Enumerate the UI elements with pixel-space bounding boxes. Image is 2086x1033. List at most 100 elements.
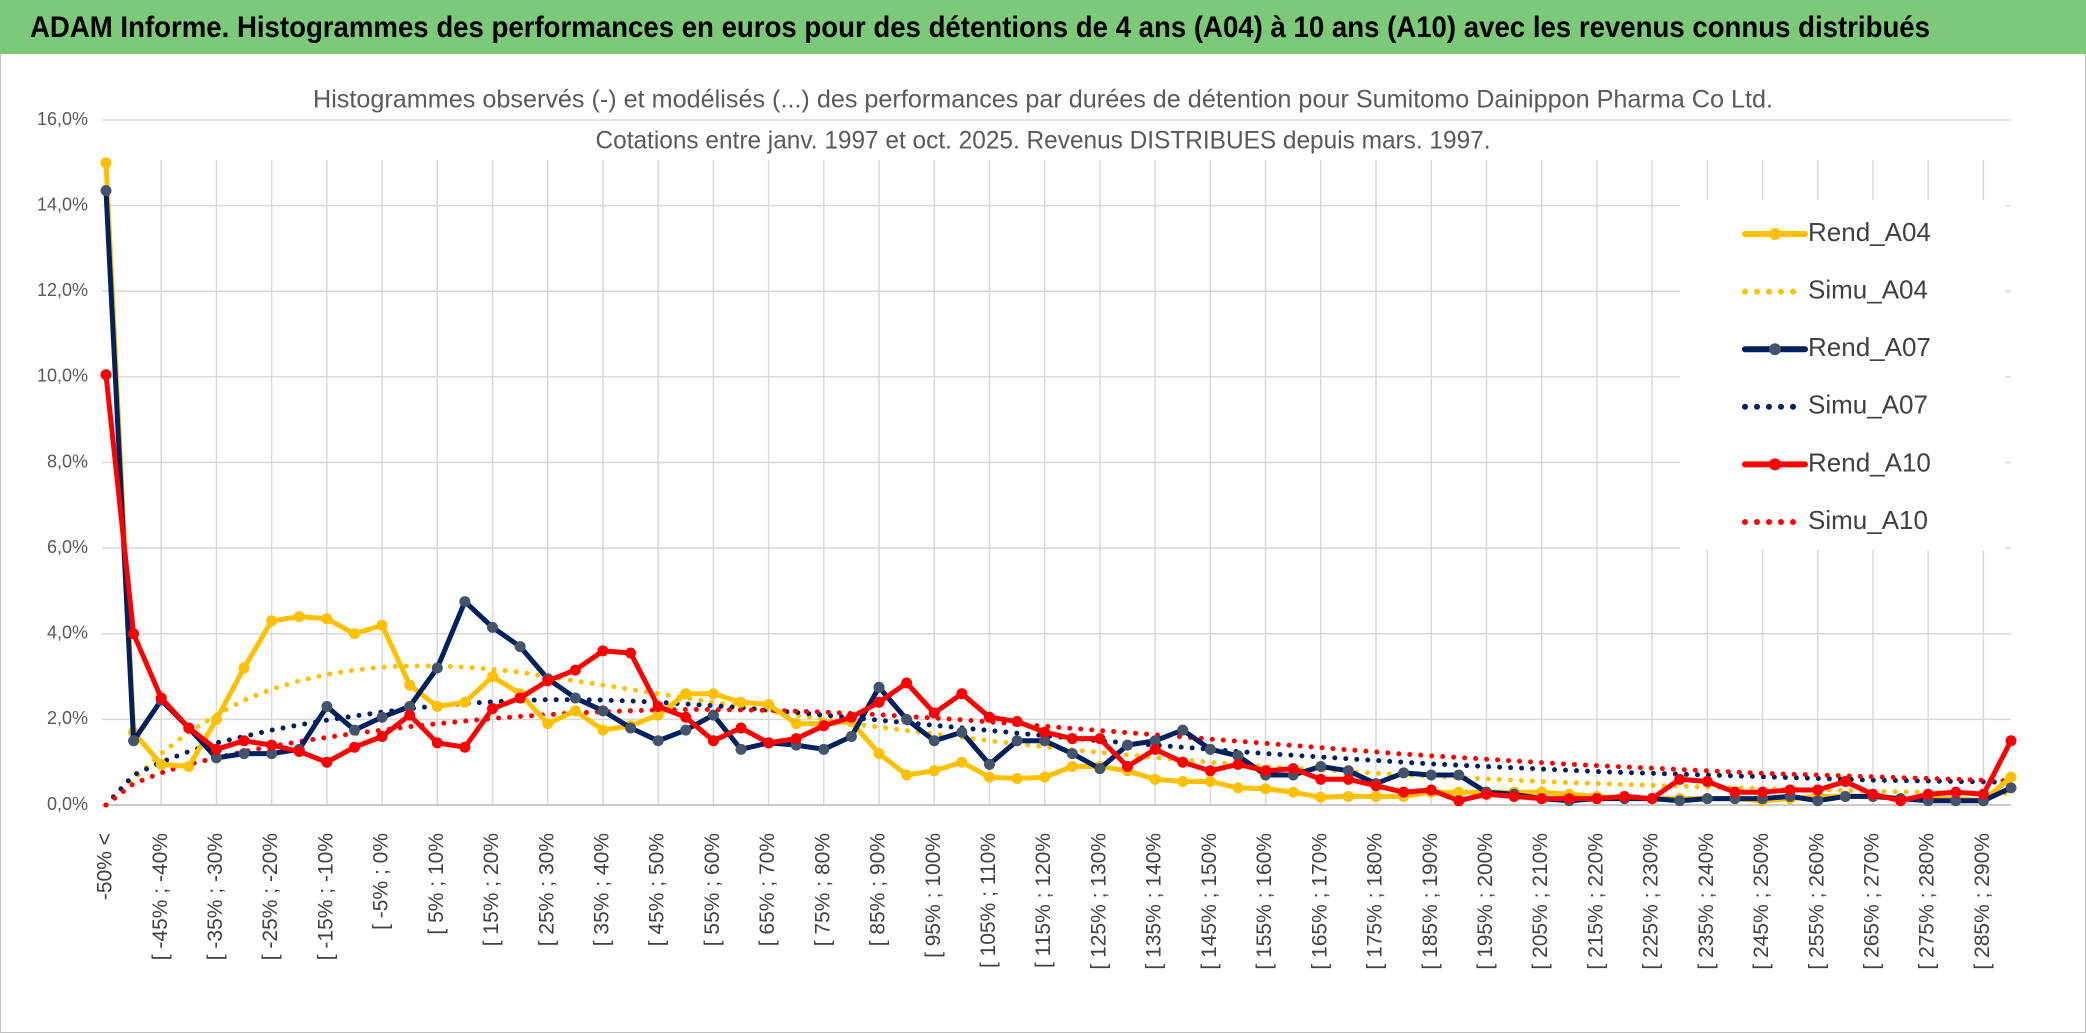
data-point [238,735,250,747]
data-point [1342,790,1354,802]
header-title: ADAM Informe. Histogrammes des performan… [30,11,1930,44]
data-point [735,696,747,708]
legend-label: Simu_A10 [1808,505,1928,535]
data-point [459,741,471,753]
data-point [1895,795,1907,807]
data-point [1149,743,1161,755]
data-point [1784,784,1796,796]
data-point [431,701,443,713]
data-point [1177,756,1189,768]
data-point [652,701,664,713]
data-point [376,731,388,742]
data-point [625,647,637,659]
data-point [1950,786,1962,798]
data-point [707,688,719,700]
data-point [983,771,995,783]
x-tick-label: [ 215% ; 220% [1584,833,1607,970]
data-point [597,705,609,717]
data-point [1370,780,1382,792]
data-point [1094,763,1106,775]
x-tick-label: [ 205% ; 210% [1529,833,1552,970]
data-point [266,739,278,751]
data-point [1563,793,1575,805]
data-point [431,737,443,749]
y-tick-label: 10,0% [37,366,88,386]
x-tick-label: [ 135% ; 140% [1143,833,1166,970]
data-point [680,688,692,700]
data-point [873,696,885,708]
data-point [210,713,222,725]
data-point [348,628,360,640]
legend-label: Simu_A04 [1808,274,1928,304]
data-point [321,701,333,713]
data-point [1591,793,1603,805]
data-point [238,662,250,674]
data-point [1701,793,1713,805]
data-point [1729,786,1741,798]
data-point [763,737,775,749]
legend-label: Rend_A04 [1808,217,1931,247]
data-point [956,688,968,700]
data-point [625,722,637,734]
data-point [1232,758,1244,770]
data-point [266,615,278,627]
x-tick-label: [ 275% ; 280% [1916,833,1939,970]
chart-subtitle: Cotations entre janv. 1997 et oct. 2025.… [596,127,1491,155]
data-point [404,679,416,691]
data-point [1398,767,1410,779]
legend-marker [1769,228,1781,240]
data-point [1453,795,1465,807]
data-point [845,731,857,742]
y-tick-label: 6,0% [47,537,88,557]
legend: Rend_A04 Simu_A04 Rend_A07 Simu_A07 Rend_A10… [1680,200,2005,550]
x-tick-label: [ 155% ; 160% [1253,833,1276,970]
y-tick-label: 4,0% [47,623,88,643]
data-point [873,748,885,760]
legend-label: Rend_A10 [1808,447,1931,477]
legend-label: Rend_A07 [1808,332,1931,362]
data-point [2005,771,2017,783]
data-point [1977,788,1989,800]
data-point [845,711,857,723]
data-point [238,748,250,760]
data-point [1839,790,1851,802]
data-point [1757,786,1769,798]
data-point [459,596,471,608]
data-point [818,743,830,755]
data-point [1425,784,1437,796]
data-point [1094,733,1106,745]
data-point [597,724,609,736]
series-line [103,188,2014,804]
data-point [956,756,968,768]
legend-background [1680,200,2005,550]
data-point [873,681,885,693]
x-tick-label: [ 65% ; 70% [756,833,779,946]
x-tick-label: -50% < [94,833,117,900]
data-point [1260,783,1272,795]
x-tick-label: [ 245% ; 250% [1750,833,1773,970]
data-point [376,619,388,631]
x-tick-label: [ 75% ; 80% [811,833,834,946]
data-point [2005,782,2017,794]
data-point [652,709,664,721]
data-point [514,692,526,704]
data-point [1066,733,1078,745]
data-point [321,613,333,625]
data-point [1453,769,1465,781]
data-point [652,735,664,747]
x-tick-label: [ -15% ; -10% [314,833,337,960]
data-point [1950,795,1962,807]
data-point [100,157,112,169]
data-point [487,621,499,633]
x-tick-label: [ 85% ; 90% [867,833,890,946]
data-point [1701,775,1713,787]
data-point [983,711,995,723]
data-point [293,611,305,623]
data-point [321,756,333,768]
data-point [487,671,499,683]
data-point [1039,771,1051,783]
data-point [956,726,968,738]
data-point [763,698,775,710]
data-point [1867,788,1879,800]
